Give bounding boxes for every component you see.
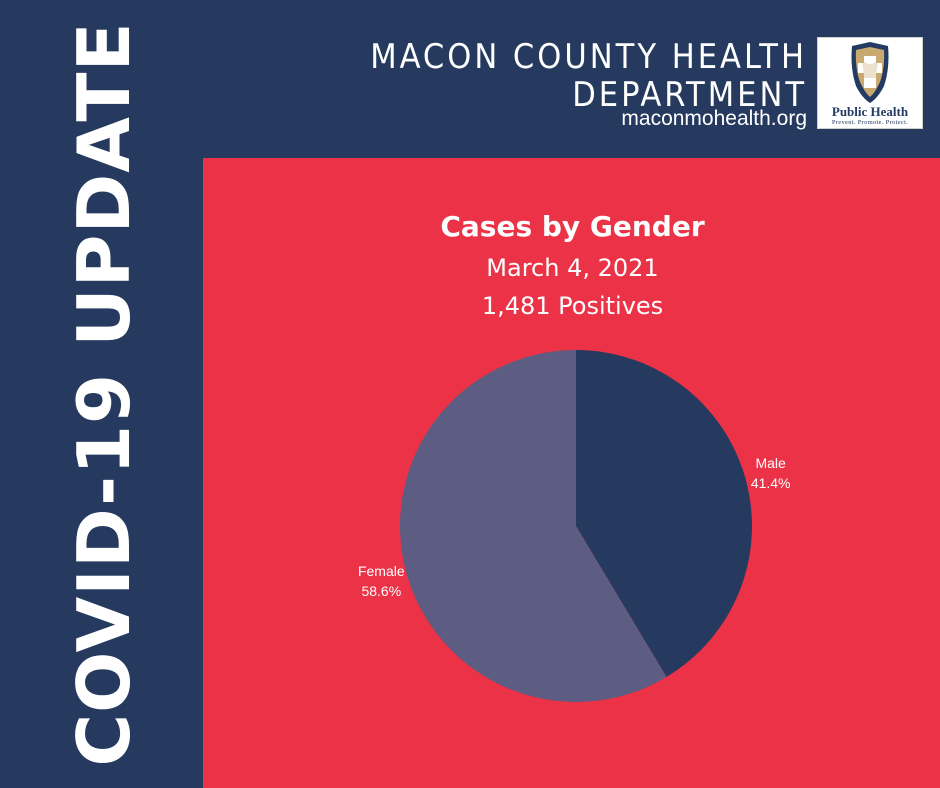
chart-subtitle-date: March 4, 2021 [486, 254, 659, 282]
org-name: MACON COUNTY HEALTH DEPARTMENT [370, 38, 807, 114]
shield-icon [851, 42, 889, 103]
pie-slice-female [400, 350, 667, 702]
pie-value-male: 41.4% [751, 475, 791, 491]
pie-slice-male [576, 350, 753, 677]
org-name-line-2: DEPARTMENT [572, 75, 807, 115]
chart-subtitle-positives: 1,481 Positives [481, 292, 664, 320]
org-name-line-1: MACON COUNTY HEALTH [370, 37, 807, 77]
pie-label-male: Male [755, 455, 786, 471]
chart-title: Cases by Gender [440, 210, 705, 243]
website-url: maconmohealth.org [621, 107, 807, 130]
pie-label-female: Female [358, 563, 405, 579]
logo-wordmark: Public Health [831, 104, 909, 119]
public-health-logo: Public Health Prevent. Promote. Protect. [817, 37, 923, 129]
logo-tagline: Prevent. Promote. Protect. [831, 119, 909, 126]
pie-value-female: 58.6% [361, 583, 401, 599]
